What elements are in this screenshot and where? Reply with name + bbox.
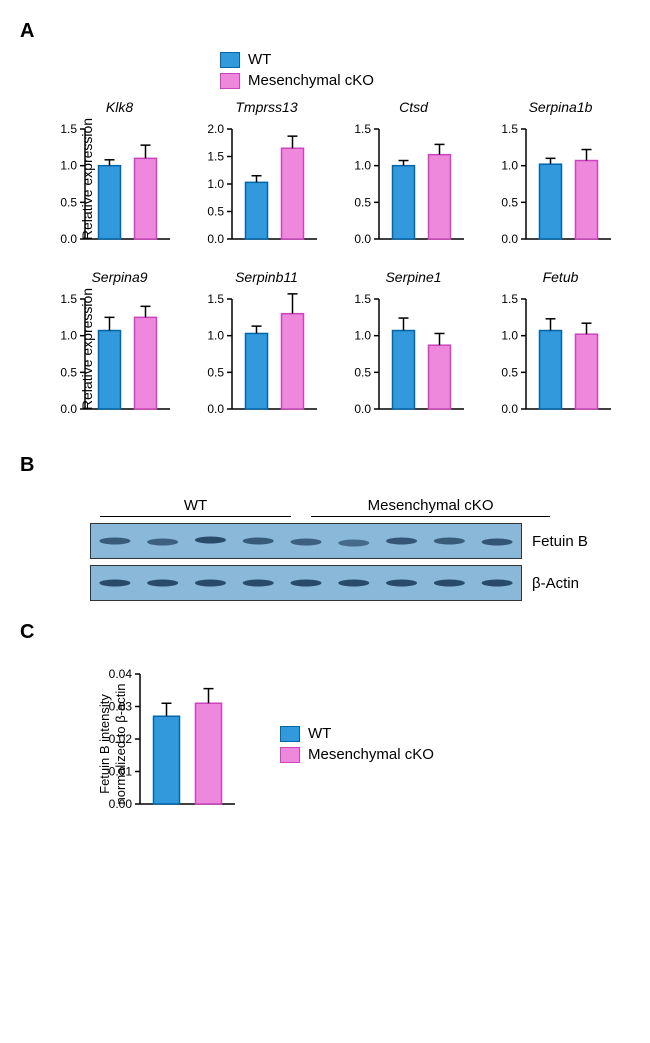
legend-wt-row-c: WT — [280, 725, 434, 742]
legend-wt-row: WT — [220, 51, 271, 68]
panel-a-label: A — [20, 20, 630, 43]
bar-chart-svg: 0.0 0.5 1.0 1.5 — [344, 119, 474, 259]
svg-text:0.0: 0.0 — [501, 402, 518, 416]
blot-image — [90, 565, 522, 601]
chart-title: Serpina1b — [491, 99, 630, 115]
swatch-cko — [220, 73, 240, 89]
chart-cell: Ctsd 0.0 0.5 1.0 1.5 — [344, 99, 483, 259]
bar-chart-svg: 0.0 0.5 1.0 1.5 2.0 — [197, 119, 327, 259]
blot-row-label: Fetuin B — [532, 533, 588, 550]
svg-text:0.0: 0.0 — [60, 402, 77, 416]
legend-cko-label-c: Mesenchymal cKO — [308, 746, 434, 763]
bar-chart-svg: 0.0 0.5 1.0 1.5 — [344, 289, 474, 429]
svg-text:1.0: 1.0 — [354, 329, 371, 343]
svg-text:0.5: 0.5 — [207, 205, 224, 219]
y-axis-label: Relative expression — [79, 118, 95, 240]
bar-chart-svg: 0.0 0.5 1.0 1.5 — [50, 289, 180, 429]
svg-text:0.5: 0.5 — [354, 195, 371, 209]
blot-group-label: Mesenchymal cKO — [311, 497, 550, 517]
panel-b-label: B — [20, 454, 630, 477]
svg-text:1.5: 1.5 — [354, 122, 371, 136]
svg-text:1.0: 1.0 — [60, 329, 77, 343]
svg-text:0.5: 0.5 — [60, 365, 77, 379]
svg-text:1.0: 1.0 — [60, 159, 77, 173]
chart-title: Serpina9 — [50, 269, 189, 285]
swatch-wt — [220, 52, 240, 68]
svg-text:1.5: 1.5 — [354, 292, 371, 306]
svg-text:1.5: 1.5 — [501, 122, 518, 136]
bar-chart-svg: 0.0 0.5 1.0 1.5 — [491, 289, 621, 429]
bar-chart-svg: 0.0 0.5 1.0 1.5 — [197, 289, 327, 429]
svg-text:1.0: 1.0 — [501, 159, 518, 173]
chart-title: Serpine1 — [344, 269, 483, 285]
svg-text:0.0: 0.0 — [354, 402, 371, 416]
svg-text:1.5: 1.5 — [207, 292, 224, 306]
blot-row-label: β-Actin — [532, 575, 579, 592]
svg-text:1.5: 1.5 — [60, 122, 77, 136]
blot-header: WT Mesenchymal cKO — [90, 497, 630, 517]
svg-text:1.5: 1.5 — [501, 292, 518, 306]
swatch-cko-c — [280, 747, 300, 763]
svg-text:1.5: 1.5 — [207, 150, 224, 164]
svg-text:0.0: 0.0 — [354, 232, 371, 246]
svg-text:1.0: 1.0 — [354, 159, 371, 173]
panel-b-section: WT Mesenchymal cKO Fetuin B β-Actin — [20, 497, 630, 601]
panel-a-grid: Relative expressionKlk80.00.51.01.5Tmprs… — [50, 99, 630, 429]
svg-text:0.5: 0.5 — [354, 365, 371, 379]
svg-text:0.5: 0.5 — [501, 365, 518, 379]
chart-title: Klk8 — [50, 99, 189, 115]
swatch-wt-c — [280, 726, 300, 742]
chart-title: Tmprss13 — [197, 99, 336, 115]
panel-c-legend: WT Mesenchymal cKO — [280, 725, 434, 763]
legend-wt-label: WT — [248, 51, 271, 68]
svg-text:0.5: 0.5 — [207, 365, 224, 379]
legend-cko-row-c: Mesenchymal cKO — [280, 746, 434, 763]
panel-c-label: C — [20, 621, 630, 644]
chart-title: Serpinb11 — [197, 269, 336, 285]
chart-cell: Serpinb11 0.0 0.5 1.0 1.5 — [197, 269, 336, 429]
panel-c-wrap: Fetuin B intensitynormalized to β-actin 0… — [20, 664, 630, 824]
chart-cell: Serpina1b 0.0 0.5 1.0 1.5 — [491, 99, 630, 259]
chart-cell: Fetub 0.0 0.5 1.0 1.5 — [491, 269, 630, 429]
svg-text:0.5: 0.5 — [60, 195, 77, 209]
svg-text:1.0: 1.0 — [207, 329, 224, 343]
chart-title: Fetub — [491, 269, 630, 285]
svg-text:0.04: 0.04 — [109, 667, 133, 681]
legend-wt-label-c: WT — [308, 725, 331, 742]
legend-cko-row: Mesenchymal cKO — [220, 72, 374, 89]
chart-cell: Relative expression Klk8 0.0 0.5 1.0 1.5 — [50, 99, 189, 259]
chart-title: Ctsd — [344, 99, 483, 115]
svg-text:0.0: 0.0 — [60, 232, 77, 246]
y-axis-label: Relative expression — [79, 288, 95, 410]
svg-text:1.0: 1.0 — [501, 329, 518, 343]
blot-image — [90, 523, 522, 559]
panel-c-chart: Fetuin B intensitynormalized to β-actin 0… — [90, 664, 250, 824]
blot-row: β-Actin — [90, 565, 630, 601]
svg-text:1.5: 1.5 — [60, 292, 77, 306]
svg-text:2.0: 2.0 — [207, 122, 224, 136]
chart-cell: Tmprss13 0.0 0.5 1.0 1.5 2.0 — [197, 99, 336, 259]
chart-cell: Relative expression Serpina9 0.0 0.5 1.0 1.5 — [50, 269, 189, 429]
legend-cko-label: Mesenchymal cKO — [248, 72, 374, 89]
svg-text:0.0: 0.0 — [501, 232, 518, 246]
panel-c-ylabel: Fetuin B intensitynormalized to β-actin — [97, 684, 128, 805]
blot-group-label: WT — [100, 497, 291, 517]
bar-chart-svg: 0.0 0.5 1.0 1.5 — [491, 119, 621, 259]
chart-cell: Serpine1 0.0 0.5 1.0 1.5 — [344, 269, 483, 429]
svg-text:1.0: 1.0 — [207, 177, 224, 191]
legend-top: WT Mesenchymal cKO — [220, 51, 630, 89]
svg-text:0.0: 0.0 — [207, 402, 224, 416]
bar-chart-svg: 0.0 0.5 1.0 1.5 — [50, 119, 180, 259]
svg-text:0.0: 0.0 — [207, 232, 224, 246]
blot-row: Fetuin B — [90, 523, 630, 559]
svg-text:0.5: 0.5 — [501, 195, 518, 209]
